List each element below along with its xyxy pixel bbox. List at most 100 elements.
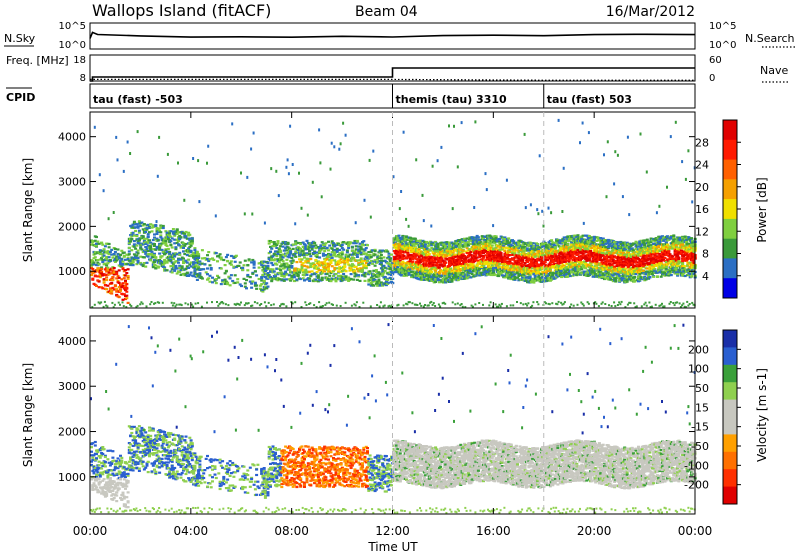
heatmap-cell xyxy=(497,271,501,274)
heatmap-cell xyxy=(148,253,151,256)
ground-cell xyxy=(332,303,334,306)
scatter-cell xyxy=(263,221,266,225)
heatmap-cell xyxy=(514,261,518,264)
heatmap-cell xyxy=(190,242,194,245)
heatmap-cell xyxy=(332,274,335,277)
heatmap-cell xyxy=(338,248,342,252)
scatter-cell xyxy=(275,169,278,173)
heatmap-cell xyxy=(533,279,537,282)
heatmap-cell xyxy=(442,269,446,272)
heatmap-cell xyxy=(158,242,162,245)
heatmap-cell xyxy=(333,259,337,262)
heatmap-cell xyxy=(178,270,182,273)
heatmap-cell xyxy=(405,235,409,238)
heatmap-cell xyxy=(354,265,358,268)
scatter-cell xyxy=(177,161,179,165)
scatter-cell xyxy=(402,130,405,134)
heatmap-cell xyxy=(533,255,537,258)
heatmap-cell xyxy=(98,252,102,256)
ground-cell xyxy=(106,305,109,308)
heatmap-cell xyxy=(424,262,427,265)
heatmap-cell xyxy=(503,258,507,261)
heatmap-cell xyxy=(466,243,470,246)
scatter-cell xyxy=(122,169,125,173)
heatmap-cell xyxy=(285,278,289,281)
heatmap-cell xyxy=(253,281,257,284)
heatmap-cell xyxy=(335,267,339,270)
scatter-cell xyxy=(369,215,372,219)
ground-cell xyxy=(318,301,321,304)
heatmap-cell xyxy=(165,244,169,247)
heatmap-cell xyxy=(367,251,371,254)
heatmap-cell xyxy=(102,281,106,284)
heatmap-cell xyxy=(299,260,303,263)
heatmap-cell xyxy=(459,258,463,261)
heatmap-cell xyxy=(439,248,443,251)
heatmap-cell xyxy=(340,253,344,256)
heatmap-cell xyxy=(106,262,110,265)
heatmap-cell xyxy=(174,264,178,268)
heatmap-cell xyxy=(229,254,233,258)
ground-cell xyxy=(321,305,324,307)
heatmap-cell xyxy=(340,246,344,250)
heatmap-cell xyxy=(173,234,177,237)
heatmap-cell xyxy=(330,265,334,268)
heatmap-cell xyxy=(337,270,340,273)
heatmap-cell xyxy=(314,259,318,262)
heatmap-cell xyxy=(175,267,179,270)
heatmap-cell xyxy=(492,268,496,271)
heatmap-cell xyxy=(541,251,545,255)
heatmap-cell xyxy=(175,238,179,241)
heatmap-cell xyxy=(208,264,212,267)
heatmap-cell xyxy=(469,276,473,279)
heatmap-cell xyxy=(193,270,197,273)
ground-cell xyxy=(527,302,530,305)
heatmap-cell xyxy=(188,237,192,240)
heatmap-cell xyxy=(537,270,541,273)
ground-cell xyxy=(222,302,225,305)
heatmap-cell xyxy=(381,274,385,277)
heatmap-cell xyxy=(511,273,514,276)
heatmap-cell xyxy=(513,273,517,276)
heatmap-cell xyxy=(189,244,193,247)
ground-cell xyxy=(187,303,190,306)
ground-cell xyxy=(362,301,365,304)
heatmap-cell xyxy=(156,230,160,233)
heatmap-cell xyxy=(439,250,443,254)
heatmap-cell xyxy=(260,277,264,280)
nave-ytick-top: 60 xyxy=(709,55,722,66)
heatmap-cell xyxy=(328,259,332,262)
heatmap-cell xyxy=(507,237,511,240)
heatmap-cell xyxy=(164,249,168,252)
heatmap-cell xyxy=(189,265,193,268)
heatmap-cell xyxy=(110,248,114,251)
heatmap-cell xyxy=(216,260,219,263)
heatmap-cell xyxy=(464,241,468,245)
ground-cell xyxy=(194,302,197,305)
heatmap-cell xyxy=(402,274,406,277)
heatmap-cell xyxy=(165,261,169,264)
heatmap-cell xyxy=(145,261,149,264)
heatmap-cell xyxy=(175,228,179,231)
heatmap-cell xyxy=(142,262,146,265)
heatmap-cell xyxy=(120,278,124,281)
heatmap-cell xyxy=(523,262,527,265)
heatmap-cell xyxy=(471,264,475,267)
heatmap-cell xyxy=(347,246,351,250)
heatmap-cell xyxy=(182,246,185,249)
heatmap-cell xyxy=(377,274,381,277)
ground-cell xyxy=(387,305,390,308)
ground-cell xyxy=(141,302,144,305)
ground-cell xyxy=(424,304,426,306)
heatmap-cell xyxy=(401,240,405,243)
heatmap-cell xyxy=(156,227,160,230)
heatmap-cell xyxy=(260,263,264,266)
heatmap-cell xyxy=(165,269,169,272)
heatmap-cell xyxy=(211,281,214,284)
heatmap-cell xyxy=(362,240,366,243)
heatmap-cell xyxy=(214,278,218,281)
heatmap-cell xyxy=(532,258,536,261)
heatmap-cell xyxy=(177,231,180,234)
heatmap-cell xyxy=(170,237,174,240)
